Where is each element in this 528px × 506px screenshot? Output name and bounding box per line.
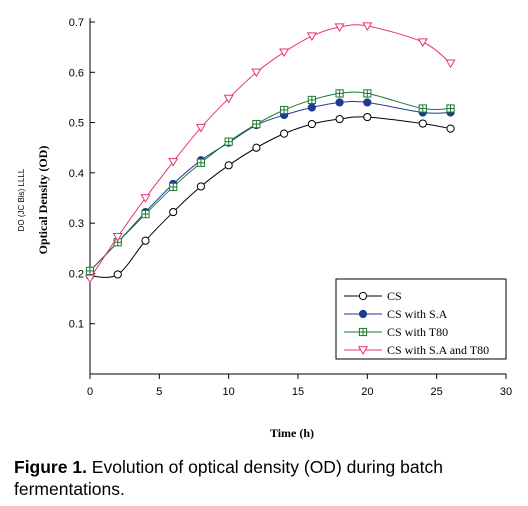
data-point — [169, 207, 178, 217]
figure-caption-text: Evolution of optical density (OD) during… — [14, 457, 443, 499]
x-axis-ticks: 0 5 10 15 20 25 30 — [87, 374, 512, 398]
data-point — [195, 123, 207, 133]
legend: CS CS with S.A CS with T80 CS with S.A and … — [335, 278, 507, 360]
legend-item: CS with S.A — [344, 307, 448, 321]
legend-marker — [357, 346, 369, 355]
data-point — [140, 194, 151, 203]
data-point — [363, 98, 372, 107]
series-layer — [84, 22, 456, 284]
data-point — [335, 114, 344, 124]
od-chart: 0 5 10 15 20 25 30 0.1 0.2 0.3 0.4 0.5 0.6 0.7 Time … — [17, 17, 512, 440]
data-point — [169, 182, 178, 192]
data-point — [113, 270, 122, 279]
data-point — [252, 143, 261, 152]
data-point — [307, 103, 316, 112]
data-point — [224, 161, 233, 170]
series-1 — [85, 98, 455, 276]
data-point — [307, 119, 316, 129]
y-axis-title: Optical Density (OD) — [36, 146, 50, 255]
x-tick-label: 25 — [431, 386, 443, 398]
legend-label: CS with S.A and T80 — [387, 343, 489, 357]
legend-marker — [358, 309, 368, 319]
x-axis-title: Time (h) — [270, 426, 314, 440]
figure-caption: Figure 1. Evolution of optical density (… — [14, 456, 514, 500]
data-point — [168, 158, 179, 167]
data-point — [280, 129, 289, 138]
y-axis-secondary-label: DO (JC Bis) LLLL — [17, 168, 26, 231]
y-tick-label: 0.5 — [69, 118, 84, 130]
series-2 — [85, 89, 455, 276]
legend-label: CS with S.A — [387, 307, 448, 321]
x-tick-label: 5 — [156, 386, 162, 398]
data-point — [306, 32, 317, 42]
y-tick-label: 0.2 — [69, 268, 84, 280]
y-tick-label: 0.4 — [69, 168, 84, 180]
data-point — [418, 119, 427, 128]
data-point — [252, 119, 261, 129]
x-tick-label: 20 — [361, 386, 373, 398]
data-point — [196, 182, 206, 191]
legend-label: CS — [387, 289, 402, 303]
data-point — [280, 105, 289, 115]
data-point — [362, 22, 373, 32]
data-point — [363, 89, 372, 98]
data-point — [418, 104, 427, 113]
data-point — [84, 274, 96, 284]
legend-marker — [358, 327, 368, 337]
data-point — [85, 266, 95, 276]
data-point — [363, 112, 372, 122]
x-tick-label: 10 — [223, 386, 235, 398]
series-3 — [84, 22, 456, 284]
legend-item: CS with T80 — [344, 325, 448, 339]
x-tick-label: 30 — [500, 386, 512, 398]
y-tick-label: 0.7 — [69, 17, 84, 29]
data-point — [445, 59, 456, 69]
y-tick-label: 0.3 — [69, 218, 84, 230]
legend-item: CS with S.A and T80 — [344, 343, 489, 357]
data-point — [417, 38, 428, 48]
figure-caption-label: Figure 1. — [14, 457, 87, 477]
data-point — [224, 137, 233, 146]
data-point — [307, 95, 316, 105]
data-point — [196, 158, 206, 167]
series-line — [89, 101, 451, 272]
data-point — [223, 94, 234, 104]
y-tick-label: 0.6 — [69, 67, 84, 79]
data-point — [334, 23, 345, 33]
data-point — [279, 48, 290, 58]
data-point — [141, 209, 150, 219]
legend-marker — [358, 291, 368, 301]
legend-label: CS with T80 — [387, 325, 448, 339]
data-point — [446, 104, 455, 113]
data-point — [141, 236, 150, 245]
y-tick-label: 0.1 — [69, 319, 84, 331]
legend-item: CS — [344, 289, 402, 303]
y-axis-ticks: 0.1 0.2 0.3 0.4 0.5 0.6 0.7 — [69, 17, 95, 331]
series-0 — [85, 112, 455, 281]
data-point — [112, 233, 123, 242]
data-point — [335, 89, 344, 98]
data-point — [251, 68, 262, 78]
data-point — [446, 124, 455, 133]
data-point — [335, 98, 344, 107]
x-tick-label: 15 — [292, 386, 304, 398]
x-tick-label: 0 — [87, 386, 93, 398]
